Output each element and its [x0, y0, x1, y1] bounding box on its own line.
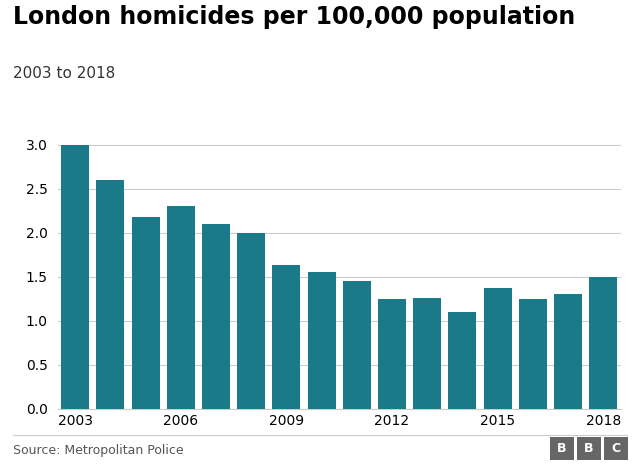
Bar — [589, 277, 617, 409]
Bar — [96, 180, 124, 409]
Bar — [518, 299, 547, 409]
Text: C: C — [611, 442, 620, 455]
Bar — [378, 299, 406, 409]
Text: B: B — [557, 442, 566, 455]
Bar — [307, 272, 335, 409]
Bar — [484, 288, 512, 409]
Bar — [554, 294, 582, 409]
Bar — [237, 233, 265, 409]
Text: London homicides per 100,000 population: London homicides per 100,000 population — [13, 5, 575, 29]
Text: B: B — [584, 442, 593, 455]
Bar — [448, 312, 476, 409]
Bar — [166, 206, 195, 409]
Bar — [61, 145, 89, 409]
Bar — [343, 281, 371, 409]
Bar — [413, 298, 442, 409]
Text: Source: Metropolitan Police: Source: Metropolitan Police — [13, 444, 184, 457]
Bar — [272, 265, 300, 409]
Text: 2003 to 2018: 2003 to 2018 — [13, 66, 115, 81]
Bar — [132, 217, 159, 409]
Bar — [202, 224, 230, 409]
